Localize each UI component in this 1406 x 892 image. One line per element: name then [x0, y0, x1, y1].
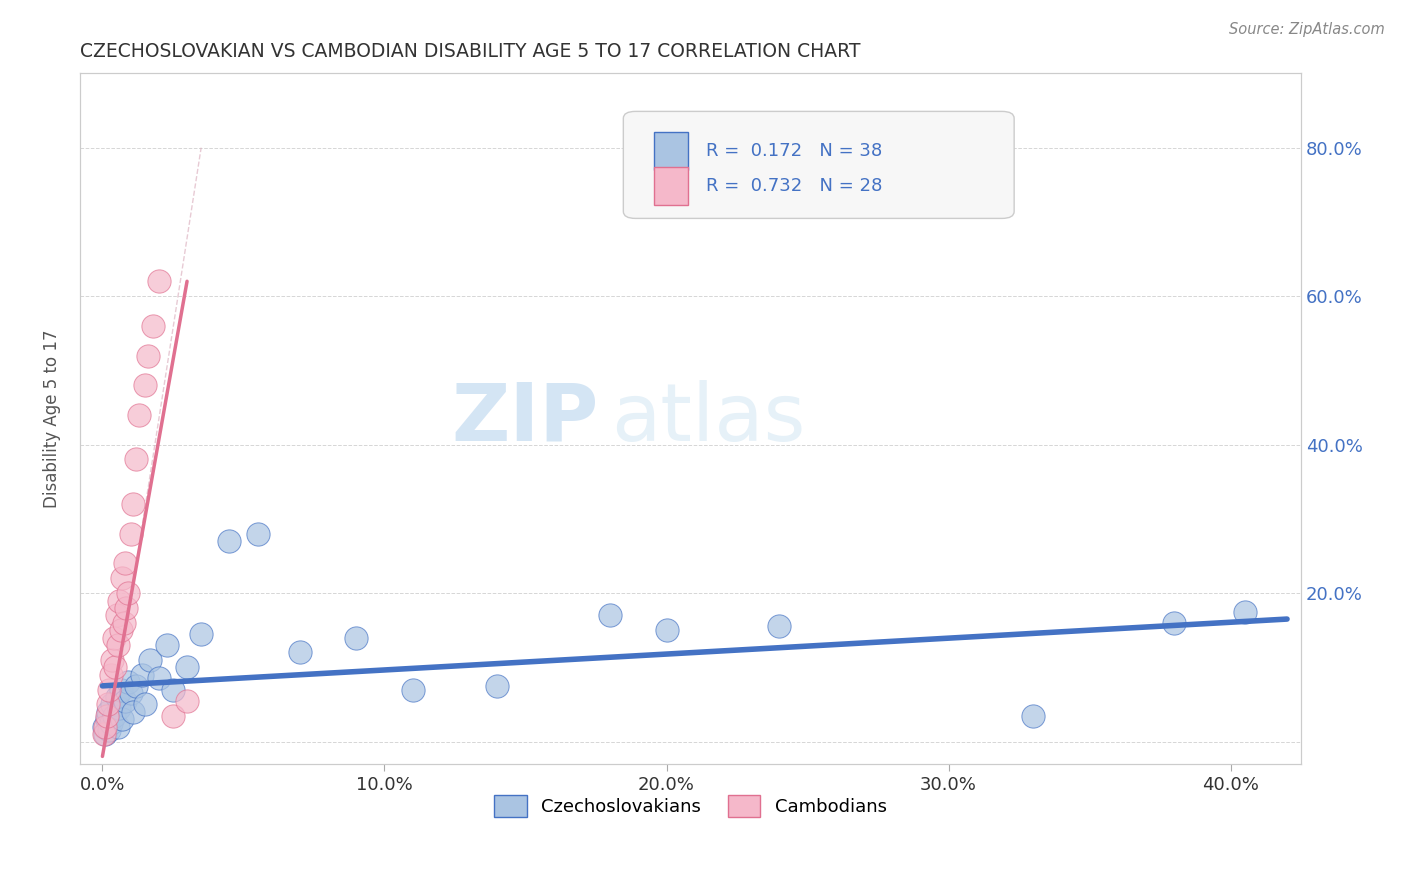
Point — [148, 274, 170, 288]
Text: R =  0.732   N = 28: R = 0.732 N = 28 — [706, 177, 883, 194]
Point — [112, 615, 135, 630]
Point — [344, 631, 367, 645]
Point — [110, 682, 132, 697]
Point — [246, 526, 269, 541]
Point — [125, 452, 148, 467]
Point — [139, 653, 162, 667]
Point — [108, 701, 131, 715]
Point — [120, 686, 142, 700]
FancyBboxPatch shape — [623, 112, 1014, 219]
Point — [107, 720, 129, 734]
Text: R =  0.172   N = 38: R = 0.172 N = 38 — [706, 142, 883, 160]
Point — [98, 682, 121, 697]
Point — [108, 593, 131, 607]
Point — [103, 631, 125, 645]
Point — [162, 682, 184, 697]
Point — [110, 624, 132, 638]
Point — [131, 667, 153, 681]
Text: CZECHOSLOVAKIAN VS CAMBODIAN DISABILITY AGE 5 TO 17 CORRELATION CHART: CZECHOSLOVAKIAN VS CAMBODIAN DISABILITY … — [80, 42, 860, 61]
Point — [134, 698, 156, 712]
Point — [402, 682, 425, 697]
Point — [94, 720, 117, 734]
Point — [599, 608, 621, 623]
Point — [120, 526, 142, 541]
Point — [486, 679, 509, 693]
Point — [136, 349, 159, 363]
Point — [134, 378, 156, 392]
Bar — [654, 132, 688, 170]
Point — [105, 608, 128, 623]
Point — [117, 586, 139, 600]
Point — [117, 675, 139, 690]
Point — [114, 557, 136, 571]
Point — [101, 698, 124, 712]
Point — [176, 694, 198, 708]
Point — [94, 727, 117, 741]
Point — [101, 653, 124, 667]
Point — [288, 645, 311, 659]
Point — [100, 716, 122, 731]
Point — [98, 723, 121, 738]
Point — [768, 619, 790, 633]
Point — [96, 712, 118, 726]
Point — [96, 708, 118, 723]
Point — [93, 720, 115, 734]
Point — [97, 698, 120, 712]
Legend: Czechoslovakians, Cambodians: Czechoslovakians, Cambodians — [486, 788, 894, 824]
Y-axis label: Disability Age 5 to 17: Disability Age 5 to 17 — [44, 329, 60, 508]
Point — [115, 601, 138, 615]
Point — [100, 667, 122, 681]
Point — [93, 727, 115, 741]
Text: Source: ZipAtlas.com: Source: ZipAtlas.com — [1229, 22, 1385, 37]
Point — [105, 690, 128, 704]
Point — [97, 705, 120, 719]
Point — [128, 408, 150, 422]
Point — [111, 571, 134, 585]
Point — [104, 660, 127, 674]
Point — [1163, 615, 1185, 630]
Point — [111, 712, 134, 726]
Point — [103, 708, 125, 723]
Point — [125, 679, 148, 693]
Text: ZIP: ZIP — [451, 380, 599, 458]
Text: atlas: atlas — [612, 380, 806, 458]
Point — [1233, 605, 1256, 619]
Point — [107, 638, 129, 652]
Point — [655, 624, 678, 638]
Point — [122, 497, 145, 511]
Point — [162, 708, 184, 723]
Bar — [654, 167, 688, 204]
Point — [190, 627, 212, 641]
Point — [176, 660, 198, 674]
Point — [218, 534, 240, 549]
Point — [156, 638, 179, 652]
Point — [114, 694, 136, 708]
Point — [1022, 708, 1045, 723]
Point — [142, 318, 165, 333]
Point — [122, 705, 145, 719]
Point — [148, 672, 170, 686]
